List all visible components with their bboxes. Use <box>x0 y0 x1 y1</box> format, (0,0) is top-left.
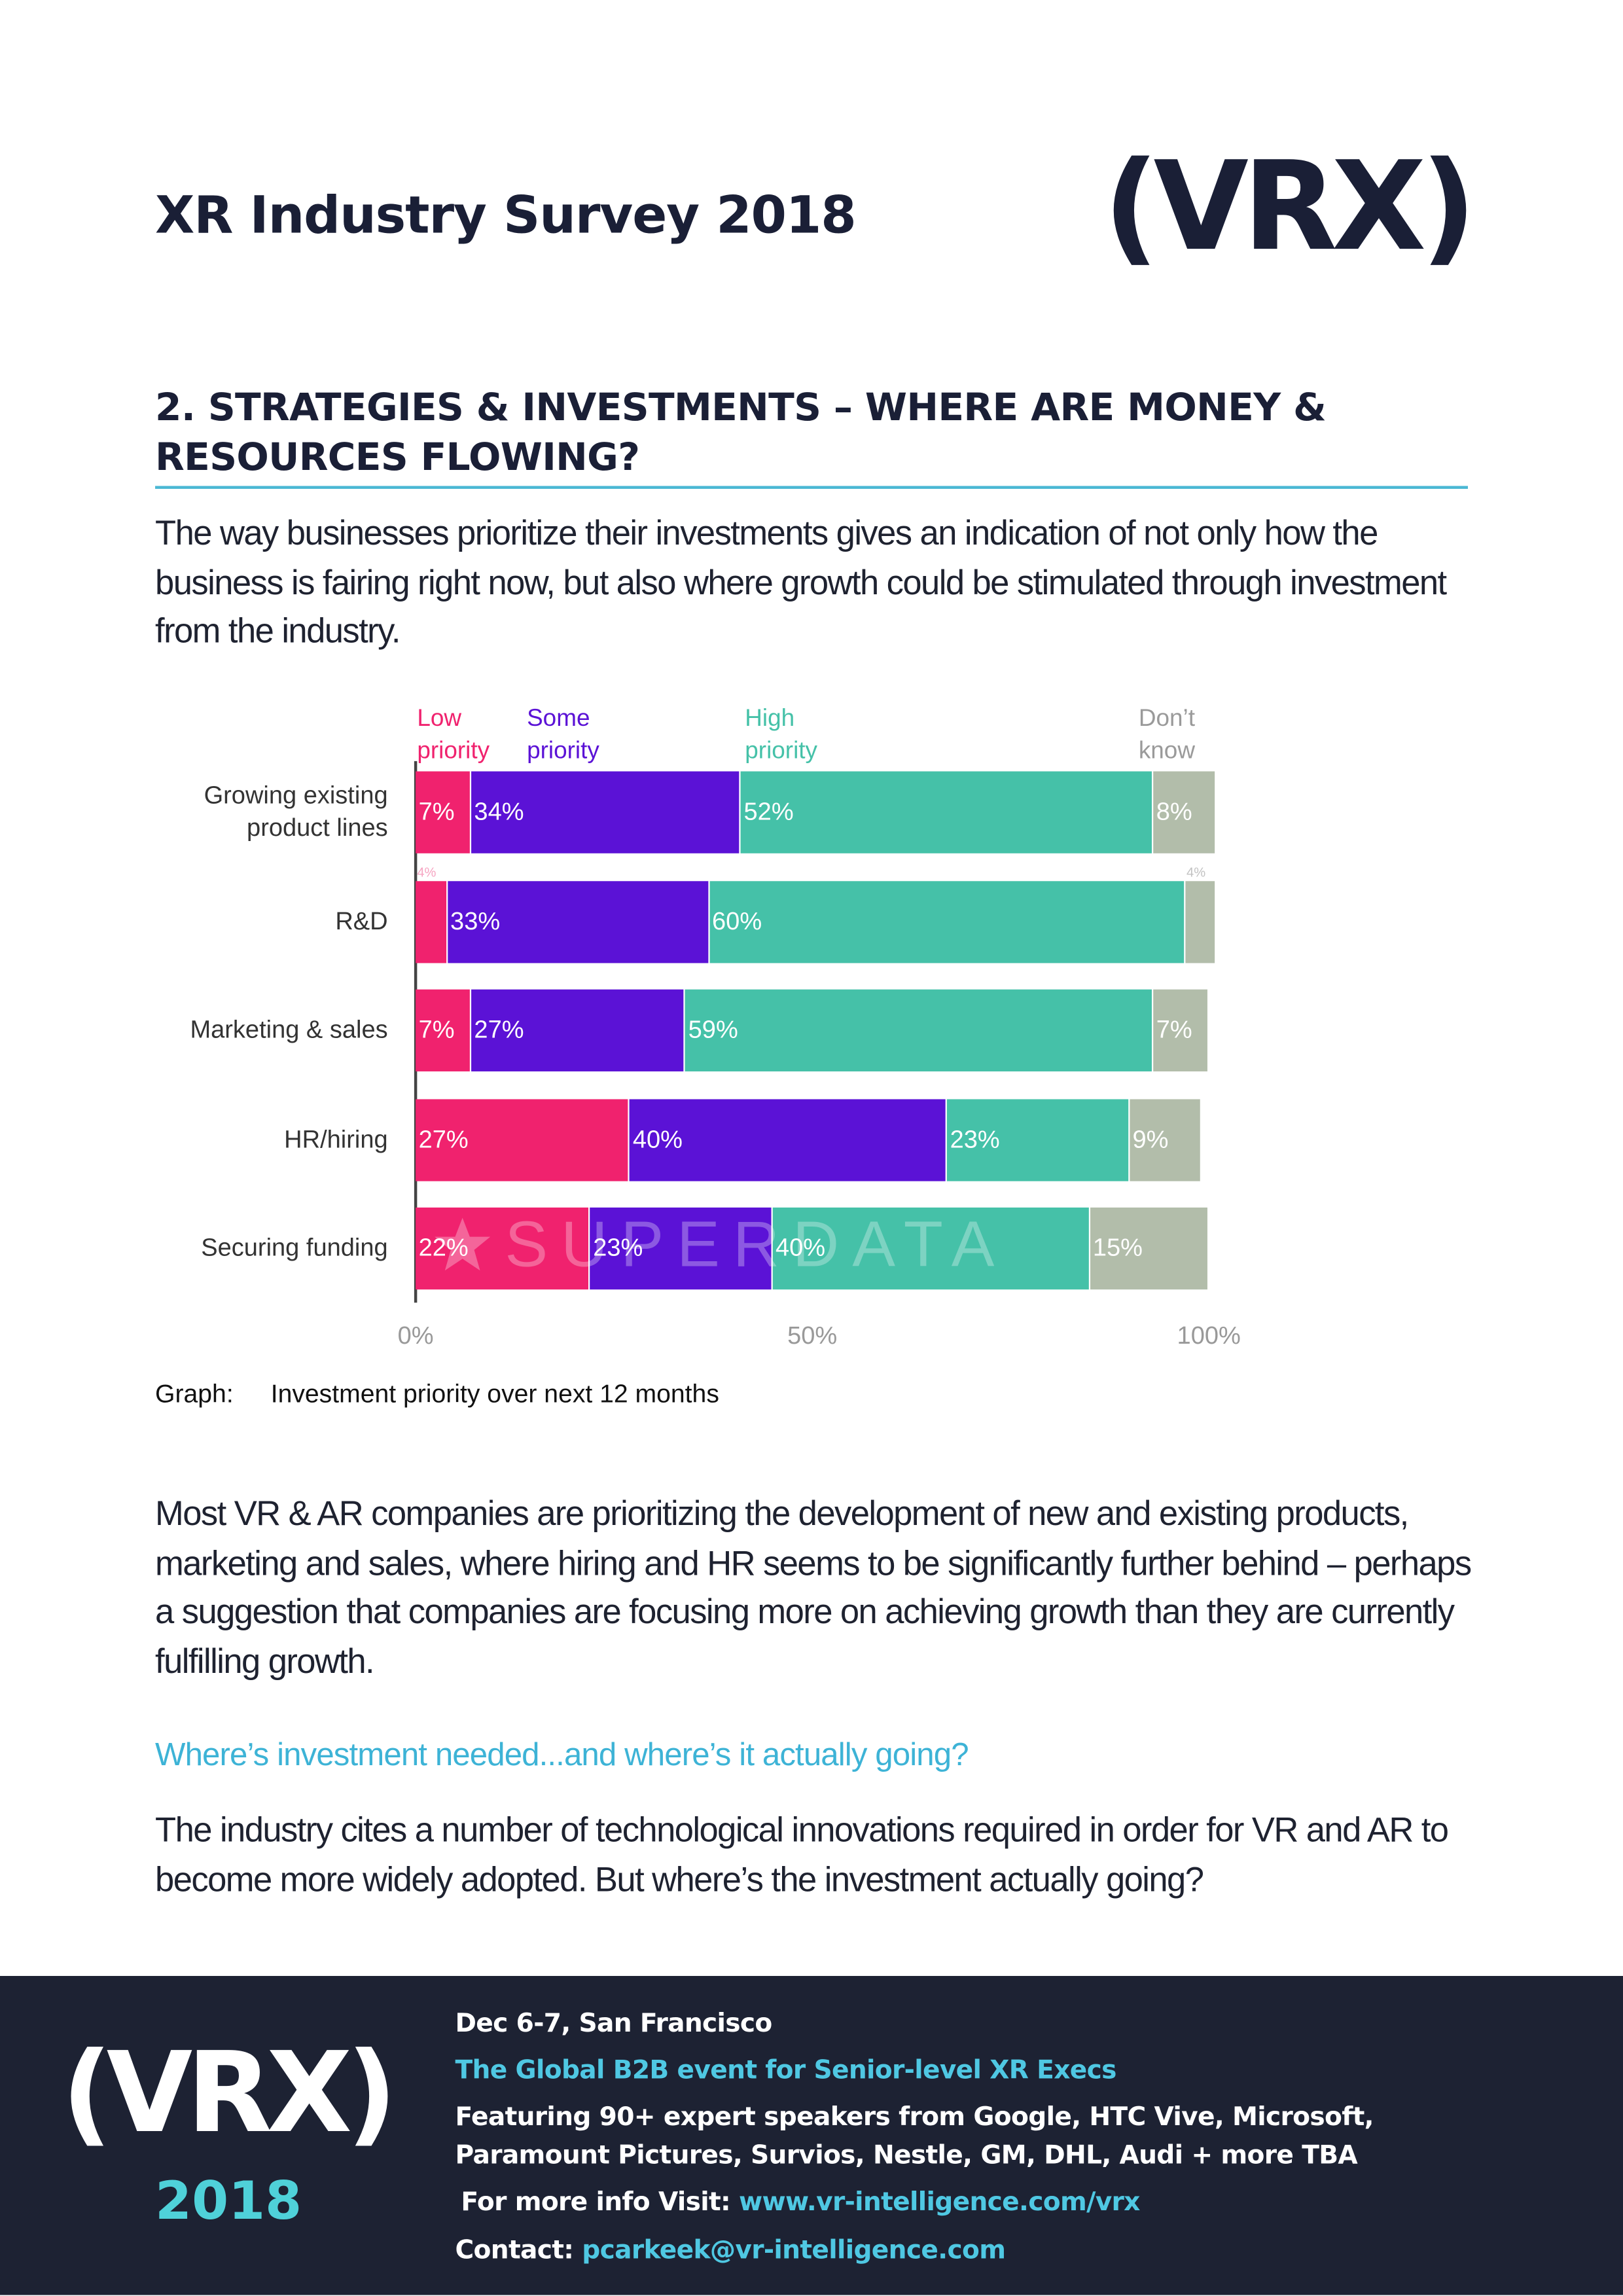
bar-segment <box>947 1098 1128 1181</box>
info-label: For more info Visit: <box>461 2188 731 2217</box>
bar-segment <box>471 771 740 853</box>
value-label: 23% <box>593 1234 643 1262</box>
paragraph: The industry cites a number of technolog… <box>155 1810 1449 1898</box>
chart: Graph: Investment priority over next 12 … <box>155 705 1241 1408</box>
value-label: 60% <box>712 906 762 935</box>
value-label: 15% <box>1092 1234 1143 1262</box>
bar-segment <box>1090 1207 1207 1290</box>
bar-segment <box>772 1207 1089 1290</box>
logo: (VRX) <box>1103 134 1477 278</box>
watermark: SUPERDATA <box>505 1209 1008 1281</box>
value-label: 59% <box>688 1015 738 1044</box>
value-label: 34% <box>474 797 524 826</box>
value-label: 52% <box>743 797 794 826</box>
info-line: For more info Visit: www.vr-intelligence… <box>461 2184 1140 2222</box>
bar-segment <box>1153 771 1216 853</box>
bar-segment <box>630 1098 946 1181</box>
event-date: Dec 6-7, San Francisco <box>455 2009 772 2039</box>
x-tick-label: 100% <box>1177 1321 1241 1350</box>
bar-segment <box>471 989 684 1071</box>
bar-segment <box>1129 1098 1200 1181</box>
bar-segment <box>416 989 470 1071</box>
category-label: R&D <box>335 906 388 935</box>
legend-entry: Some priority <box>527 705 599 764</box>
x-tick-label: 50% <box>787 1321 838 1350</box>
caption: Investment priority over next 12 months <box>270 1378 719 1408</box>
value-label: 40% <box>632 1124 683 1153</box>
speakers: Featuring 90+ expert speakers from Googl… <box>455 2103 1374 2171</box>
tagline: The Global B2B event for Senior-level XR… <box>455 2056 1116 2086</box>
bar-segment <box>447 880 708 963</box>
bar-segment <box>416 880 446 963</box>
footer <box>0 1976 1623 2295</box>
value-label: 27% <box>418 1124 469 1153</box>
value-label: 4% <box>417 864 437 879</box>
value-label: 33% <box>450 906 501 935</box>
bar-segment <box>416 1207 589 1290</box>
heading-rule <box>155 486 1469 489</box>
bar-segment <box>709 880 1184 963</box>
value-label: 23% <box>950 1124 1000 1153</box>
bar-segment <box>416 771 470 853</box>
section-heading: 2. STRATEGIES & INVESTMENTS – WHERE ARE … <box>155 386 1327 480</box>
value-label: 8% <box>1156 797 1192 826</box>
contact-line: Contact: pcarkeek@vr-intelligence.com <box>455 2232 1006 2270</box>
legend-entry: High priority <box>745 705 818 764</box>
value-label: 7% <box>1156 1015 1192 1044</box>
bar-segment <box>1153 989 1207 1071</box>
value-label: 7% <box>418 1015 455 1044</box>
bar-segment <box>590 1207 772 1290</box>
bar-segment <box>741 771 1152 853</box>
page-title: XR Industry Survey 2018 <box>155 187 857 246</box>
bar-segment <box>1185 880 1216 963</box>
value-label: 4% <box>1186 864 1206 879</box>
value-label: 9% <box>1132 1124 1169 1153</box>
caption-label: Graph: <box>155 1378 234 1408</box>
footer-year: 2018 <box>155 2172 302 2233</box>
contact-label: Contact: <box>455 2236 574 2266</box>
category-label: Growing existing product lines <box>204 781 388 842</box>
watermark-star <box>435 1217 491 1271</box>
legend-entry: Low priority <box>417 705 490 764</box>
category-label: HR/hiring <box>284 1124 388 1153</box>
bar-segment <box>685 989 1152 1071</box>
contact-link[interactable]: pcarkeek@vr-intelligence.com <box>582 2236 1006 2266</box>
x-tick-label: 0% <box>397 1321 434 1350</box>
legend-entry: Don’t know <box>1138 705 1196 764</box>
footer-logo: (VRX) <box>61 2027 397 2158</box>
value-label: 7% <box>418 797 455 826</box>
intro-paragraph: The way businesses prioritize their inve… <box>155 513 1447 650</box>
axis-line <box>414 761 417 1303</box>
value-label: 27% <box>474 1015 524 1044</box>
category-label: Securing funding <box>201 1234 388 1262</box>
category-label: Marketing & sales <box>190 1015 388 1044</box>
subheading: Where’s investment needed...and where’s … <box>155 1736 969 1773</box>
bar-segment <box>416 1098 629 1181</box>
value-label: 22% <box>418 1234 469 1262</box>
info-link[interactable]: www.vr-intelligence.com/vrx <box>738 2188 1140 2217</box>
value-label: 40% <box>775 1234 826 1262</box>
paragraph: Most VR & AR companies are prioritizing … <box>155 1494 1472 1680</box>
